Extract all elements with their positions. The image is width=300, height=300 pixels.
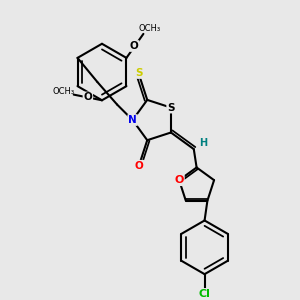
Text: S: S [167,103,175,112]
Text: S: S [135,68,142,78]
Text: O: O [130,41,139,51]
Text: OCH₃: OCH₃ [139,24,161,33]
Text: H: H [200,139,208,148]
Text: OCH₃: OCH₃ [53,87,75,96]
Text: O: O [175,175,184,185]
Text: O: O [135,161,143,171]
Text: Cl: Cl [199,289,211,299]
Text: N: N [128,115,137,125]
Text: O: O [83,92,92,102]
